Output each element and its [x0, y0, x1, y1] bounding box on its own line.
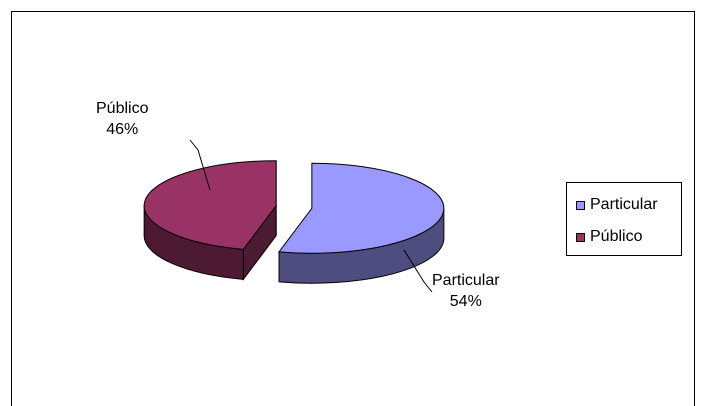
legend-label-particular: Particular	[590, 196, 658, 213]
legend: Particular Público	[566, 182, 682, 256]
slice-publico	[143, 160, 277, 250]
leader-line-publico	[189, 139, 211, 191]
slice-particular	[278, 162, 445, 254]
legend-item-particular: Particular	[576, 195, 658, 215]
chart-frame	[11, 11, 695, 406]
slice-label-publico: Público 46%	[96, 98, 148, 140]
slice-label-publico-name: Público	[96, 100, 149, 117]
legend-swatch-publico	[576, 232, 585, 242]
slice-label-particular-name: Particular	[432, 272, 500, 289]
legend-label-publico: Público	[590, 228, 643, 245]
leader-line-particular	[403, 249, 433, 293]
slice-label-publico-value: 46%	[106, 121, 139, 138]
legend-item-publico: Público	[576, 227, 642, 247]
slice-label-particular-value: 54%	[449, 293, 482, 310]
slice-label-particular: Particular 54%	[432, 270, 500, 312]
legend-swatch-particular	[576, 200, 585, 210]
